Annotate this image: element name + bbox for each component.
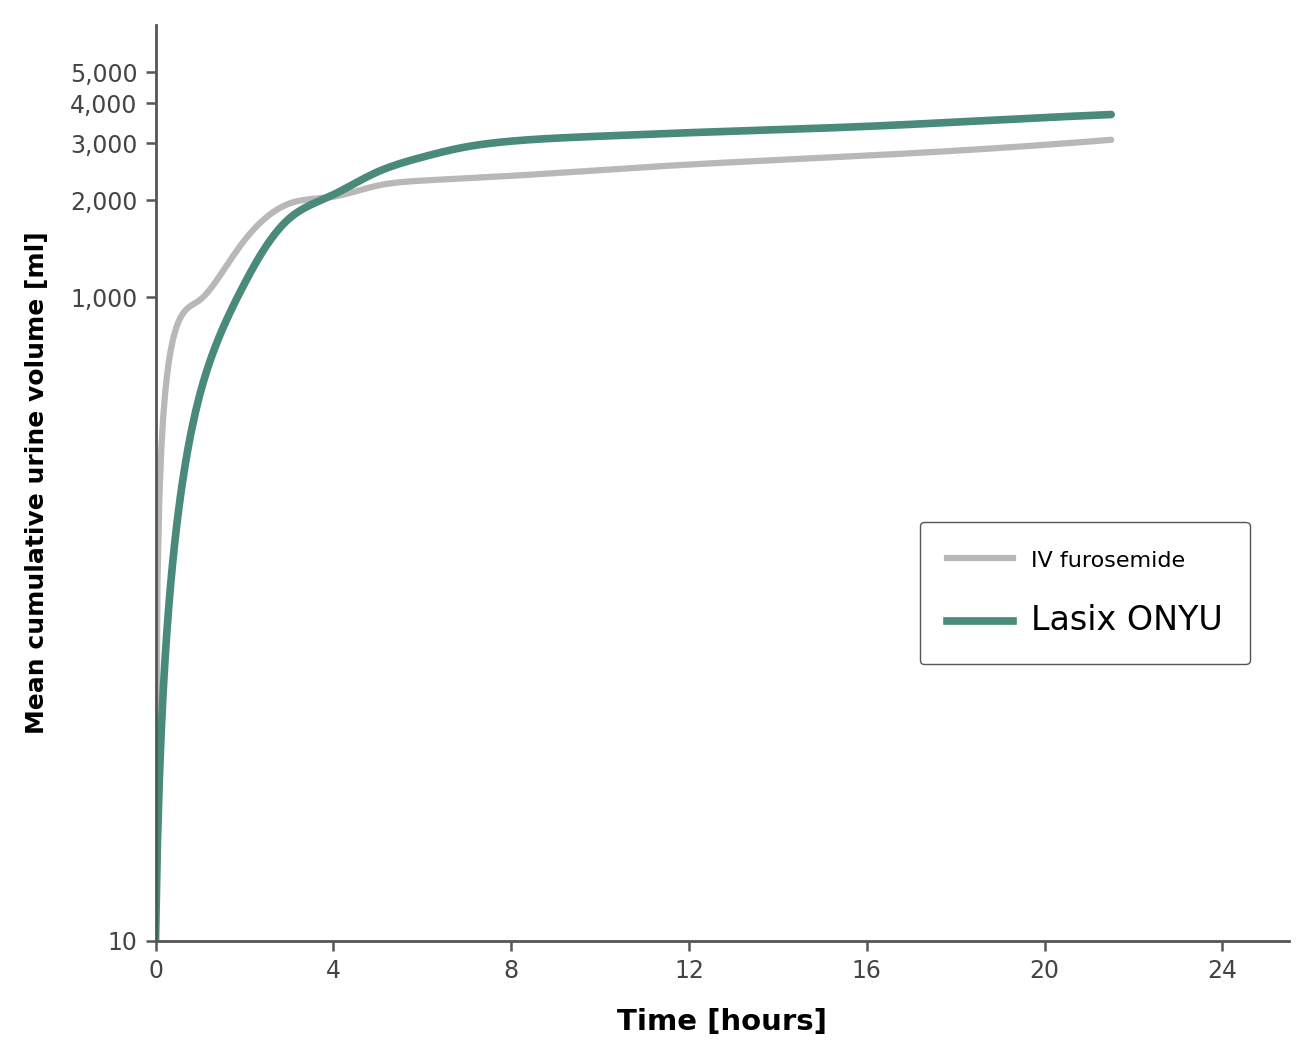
X-axis label: Time [hours]: Time [hours] [618, 1008, 828, 1036]
IV furosemide [607, 162, 623, 175]
Y-axis label: Mean cumulative urine volume [ml]: Mean cumulative urine volume [ml] [25, 231, 49, 734]
IV furosemide [665, 159, 681, 172]
IV furosemide [1104, 134, 1120, 146]
Lasix ONYU [147, 935, 163, 947]
IV furosemide [602, 163, 618, 176]
Line: Lasix ONYU: Lasix ONYU [155, 115, 1112, 941]
Legend: IV furosemide, Lasix ONYU: IV furosemide, Lasix ONYU [920, 522, 1250, 664]
Lasix ONYU [607, 129, 623, 142]
Lasix ONYU [1080, 109, 1096, 122]
Lasix ONYU [930, 117, 946, 129]
Lasix ONYU [602, 129, 618, 142]
Line: IV furosemide: IV furosemide [155, 140, 1112, 941]
Lasix ONYU [665, 127, 681, 140]
Lasix ONYU [716, 125, 732, 138]
IV furosemide [147, 935, 163, 947]
IV furosemide [716, 156, 732, 169]
IV furosemide [1080, 135, 1096, 147]
IV furosemide [930, 145, 946, 158]
Lasix ONYU [1104, 108, 1120, 121]
